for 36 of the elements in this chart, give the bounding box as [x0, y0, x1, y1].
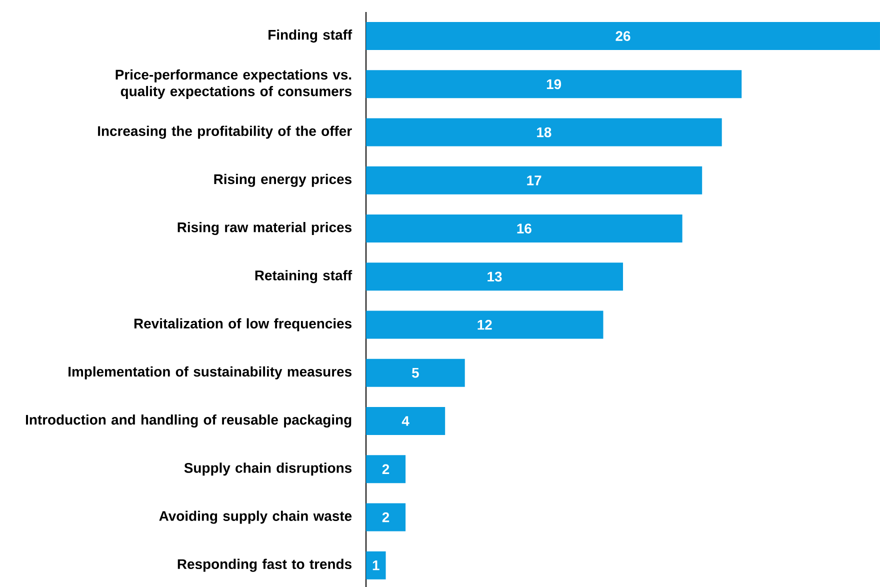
y-tick-label: Supply chain disruptions — [184, 462, 352, 476]
data-label: 5 — [412, 368, 419, 378]
bar — [366, 22, 880, 50]
data-label: 2 — [382, 464, 390, 474]
y-tick-label: Price-performance expectations vs. quality expectations of consumers — [116, 69, 352, 99]
data-label: 4 — [402, 416, 410, 426]
y-tick-label: Revitalization of low frequencies — [134, 318, 352, 332]
bar — [366, 166, 702, 194]
data-label: 2 — [382, 512, 390, 522]
y-tick-label: Finding staff — [268, 30, 352, 43]
data-label: 17 — [527, 176, 542, 186]
data-label: 19 — [546, 79, 562, 90]
data-label: 1 — [372, 560, 380, 570]
bar — [366, 503, 406, 532]
data-label: 18 — [537, 127, 552, 138]
bar — [366, 262, 624, 291]
data-label: 12 — [478, 320, 492, 330]
y-tick-label: Implementation of sustainability measures — [68, 366, 352, 380]
bar — [366, 70, 742, 98]
bar — [366, 358, 465, 387]
data-label: 26 — [616, 31, 630, 41]
y-tick-label: Avoiding supply chain waste — [159, 510, 352, 524]
data-label: 16 — [517, 224, 532, 234]
bar — [366, 310, 604, 339]
y-tick-label: Rising energy prices — [214, 174, 352, 187]
y-tick-label: Increasing the profitability of the offer — [98, 126, 352, 139]
bar — [366, 118, 722, 146]
bar — [366, 455, 406, 484]
bar — [366, 406, 446, 435]
y-tick-label: Introduction and handling of reusable packaging — [26, 414, 352, 428]
y-tick-label: Responding fast to trends — [178, 558, 352, 572]
y-tick-label: Rising raw material prices — [178, 222, 352, 236]
data-label: 13 — [488, 272, 502, 282]
bar — [366, 214, 682, 243]
y-tick-label: Retaining staff — [255, 270, 352, 284]
bar — [366, 551, 386, 580]
